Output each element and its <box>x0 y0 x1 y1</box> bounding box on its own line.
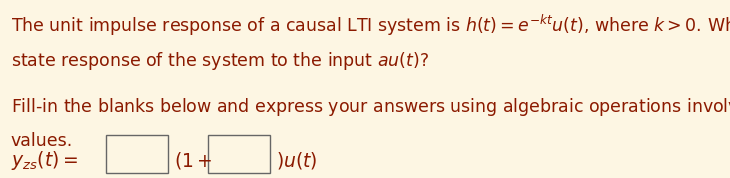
Bar <box>208 135 270 173</box>
Text: state response of the system to the input $au(t)$?: state response of the system to the inpu… <box>11 50 429 72</box>
Text: $(1+$: $(1+$ <box>174 150 212 171</box>
Text: Fill-in the blanks below and express your answers using algebraic operations inv: Fill-in the blanks below and express you… <box>11 96 730 118</box>
Text: values.: values. <box>11 132 73 150</box>
Text: The unit impulse response of a causal LTI system is $h(t) = e^{-kt}u(t)$, where : The unit impulse response of a causal LT… <box>11 12 730 38</box>
Bar <box>106 135 168 173</box>
Text: $)u(t)$: $)u(t)$ <box>276 150 318 171</box>
Text: $y_{zs}(t) =$: $y_{zs}(t) =$ <box>11 149 78 172</box>
